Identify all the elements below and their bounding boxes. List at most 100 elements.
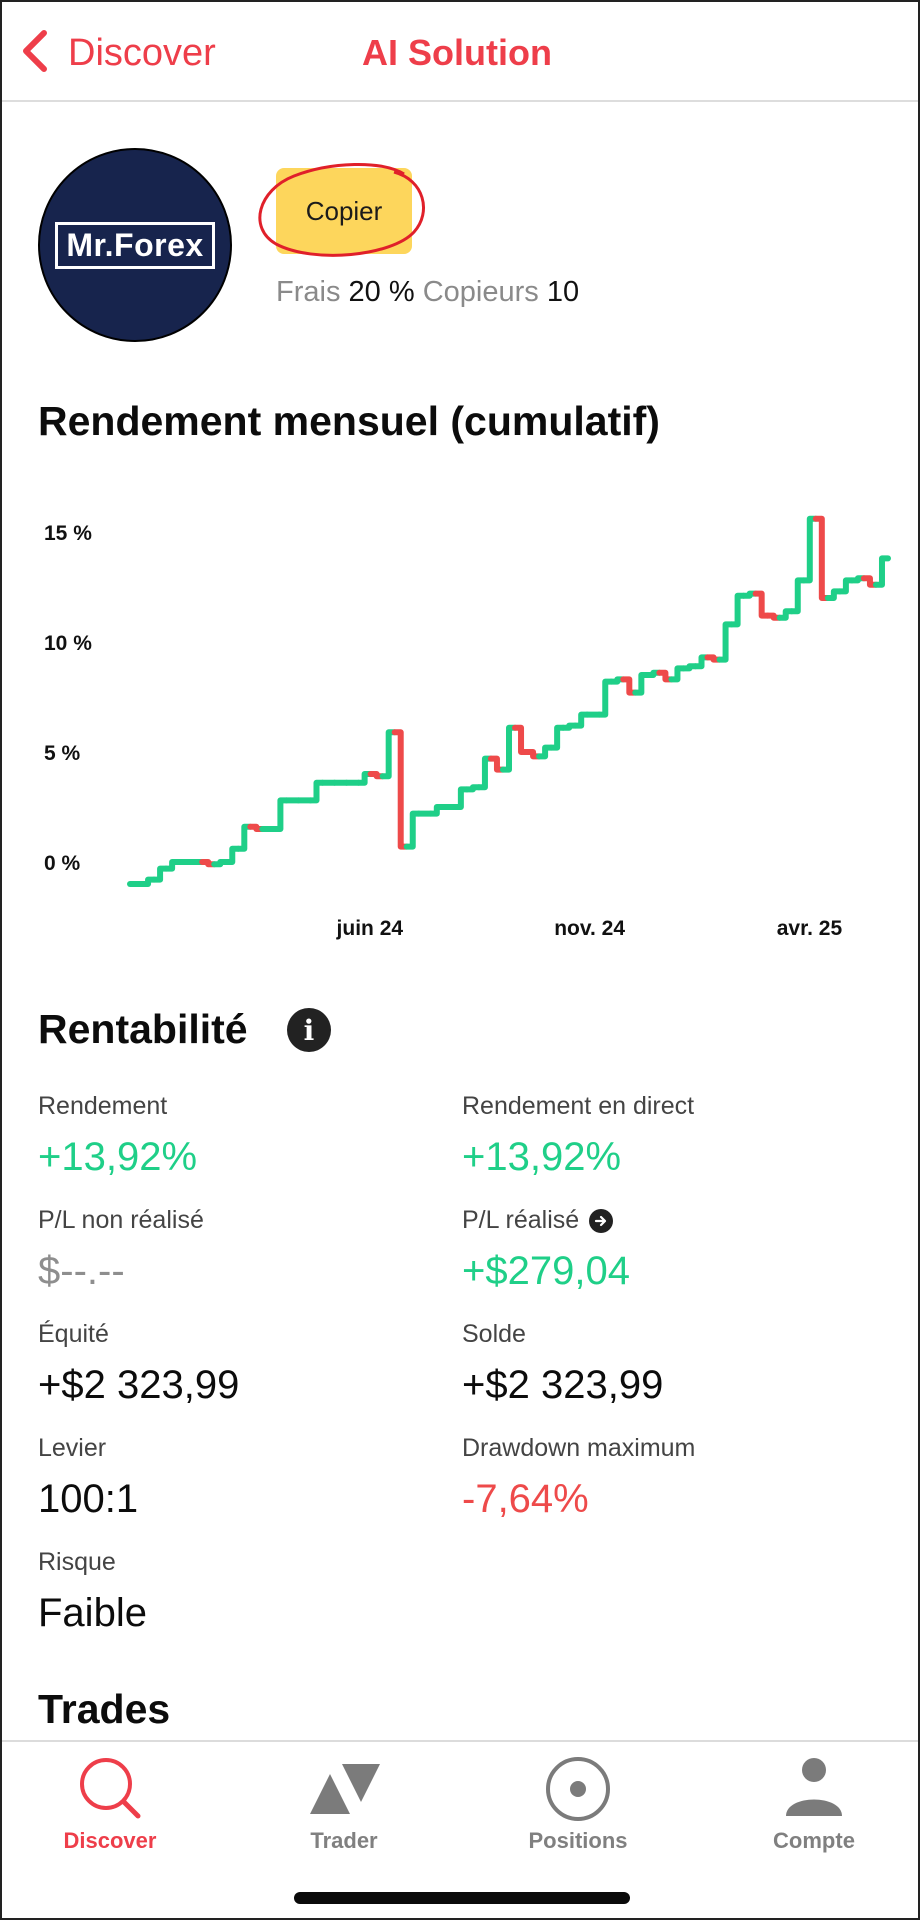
line-segment-up — [451, 786, 470, 810]
metric-value: +13,92% — [462, 1135, 622, 1179]
line-segment-down — [367, 771, 386, 780]
metric-label: Rendement — [38, 1092, 168, 1120]
trades-title: Trades — [38, 1686, 171, 1732]
metric-value: +$2 323,99 — [38, 1363, 240, 1407]
line-segment-up — [163, 859, 182, 872]
copy-button[interactable]: Copier — [276, 168, 412, 254]
line-segment-up — [223, 845, 242, 865]
tab-discover[interactable]: Discover — [30, 1754, 190, 1874]
metric-label: Solde — [462, 1320, 526, 1348]
home-indicator[interactable] — [294, 1892, 630, 1904]
metric-label: Drawdown maximum — [462, 1434, 696, 1462]
arrow-right-circle-icon[interactable] — [589, 1208, 614, 1233]
page-title: AI Solution — [362, 32, 552, 73]
metric-value: 100:1 — [38, 1477, 139, 1521]
line-segment-up — [403, 810, 422, 850]
metric-max-drawdown: Drawdown maximum -7,64% — [462, 1434, 695, 1522]
metric-value: -7,64% — [462, 1477, 589, 1521]
metric-label: Levier — [38, 1434, 107, 1462]
line-segment-down — [860, 575, 879, 588]
line-segment-up — [740, 590, 759, 599]
line-segment-down — [247, 823, 266, 832]
y-tick-label: 15 % — [44, 522, 92, 545]
line-segment-up — [560, 722, 579, 731]
tab-bar: Discover Trader Positions Compte — [2, 1740, 918, 1918]
profitability-title: Rentabilité — [38, 1006, 248, 1052]
fees-label: Frais — [276, 276, 341, 308]
line-segment-down — [512, 724, 531, 755]
line-segment-up — [848, 575, 867, 584]
y-tick-label: 0 % — [44, 852, 81, 875]
metric-label: Équité — [38, 1320, 109, 1348]
line-segment-up — [728, 592, 747, 628]
line-segment-down — [656, 669, 675, 683]
line-segment-down — [391, 729, 410, 850]
y-tick-label: 5 % — [44, 742, 81, 765]
tab-label: Trader — [310, 1828, 378, 1853]
tab-label: Discover — [63, 1828, 157, 1853]
line-segment-up — [536, 744, 555, 760]
line-segment-down — [812, 515, 831, 601]
tab-label: Positions — [528, 1828, 628, 1853]
tab-compte[interactable]: Compte — [734, 1754, 894, 1874]
x-tick-label: avr. 25 — [777, 917, 843, 940]
fees-value: 20 % — [348, 276, 415, 308]
avatar[interactable]: Mr.Forex — [38, 148, 232, 342]
metric-balance: Solde +$2 323,99 — [462, 1320, 663, 1408]
y-tick-label: 10 % — [44, 632, 92, 655]
line-segment-up — [788, 577, 807, 615]
chart-title: Rendement mensuel (cumulatif) — [38, 398, 660, 444]
line-segment-up — [872, 555, 891, 588]
line-segment-up — [632, 672, 651, 696]
line-segment-down — [752, 590, 771, 619]
info-icon[interactable]: i — [287, 1008, 331, 1052]
line-segment-down — [764, 612, 783, 621]
search-icon — [30, 1754, 190, 1824]
tab-label: Compte — [773, 1828, 855, 1853]
line-segment-up — [463, 784, 482, 793]
metric-label: Risque — [38, 1548, 116, 1576]
copy-button-wrapper: Copier — [254, 160, 434, 262]
metric-value: +$2 323,99 — [462, 1363, 664, 1407]
tab-positions[interactable]: Positions — [498, 1754, 658, 1874]
metric-label: Rendement en direct — [462, 1092, 695, 1120]
chevron-left-icon — [20, 29, 50, 78]
metric-leverage: Levier 100:1 — [38, 1434, 138, 1522]
line-segment-down — [487, 755, 506, 773]
avatar-logo: Mr.Forex — [55, 221, 215, 269]
metric-equity: Équité +$2 323,99 — [38, 1320, 239, 1408]
metric-value: $--.-- — [38, 1249, 125, 1293]
line-segment-up — [692, 654, 711, 670]
metric-label-row: P/L réalisé — [462, 1206, 630, 1235]
tab-trader[interactable]: Trader — [264, 1754, 424, 1874]
back-button[interactable]: Discover — [20, 29, 216, 78]
metric-live-return: Rendement en direct +13,92% — [462, 1092, 694, 1180]
line-segment-up — [379, 729, 398, 780]
line-segment-down — [704, 654, 723, 663]
metric-risk: Risque Faible — [38, 1548, 147, 1636]
monthly-return-chart[interactable]: 15 % 10 % 5 % 0 % juin 24 nov. 24 avr. 25 — [2, 482, 918, 952]
line-segment-up — [572, 711, 591, 729]
line-segment-up — [596, 678, 615, 718]
line-segment-up — [776, 608, 795, 621]
line-segment-up — [271, 797, 290, 832]
line-segment-down — [620, 676, 639, 696]
line-segment-up — [307, 779, 326, 804]
line-segment-up — [211, 859, 230, 868]
metric-realized-pl: P/L réalisé +$279,04 — [462, 1206, 630, 1294]
line-segment-up — [800, 515, 819, 584]
line-segment-up — [499, 724, 519, 773]
line-segment-up — [608, 676, 627, 685]
line-segment-up — [235, 823, 254, 852]
x-tick-label: nov. 24 — [554, 917, 625, 940]
line-segment-up — [824, 588, 843, 601]
user-icon — [734, 1754, 894, 1824]
metric-return: Rendement +13,92% — [38, 1092, 197, 1180]
line-segment-up — [151, 865, 170, 883]
metric-value: Faible — [38, 1591, 147, 1635]
line-segment-up — [548, 724, 567, 751]
trade-triangles-icon — [264, 1754, 424, 1824]
line-segment-down — [199, 859, 218, 868]
line-segment-up — [836, 577, 855, 595]
avatar-logo-text: Mr.Forex — [58, 224, 212, 266]
